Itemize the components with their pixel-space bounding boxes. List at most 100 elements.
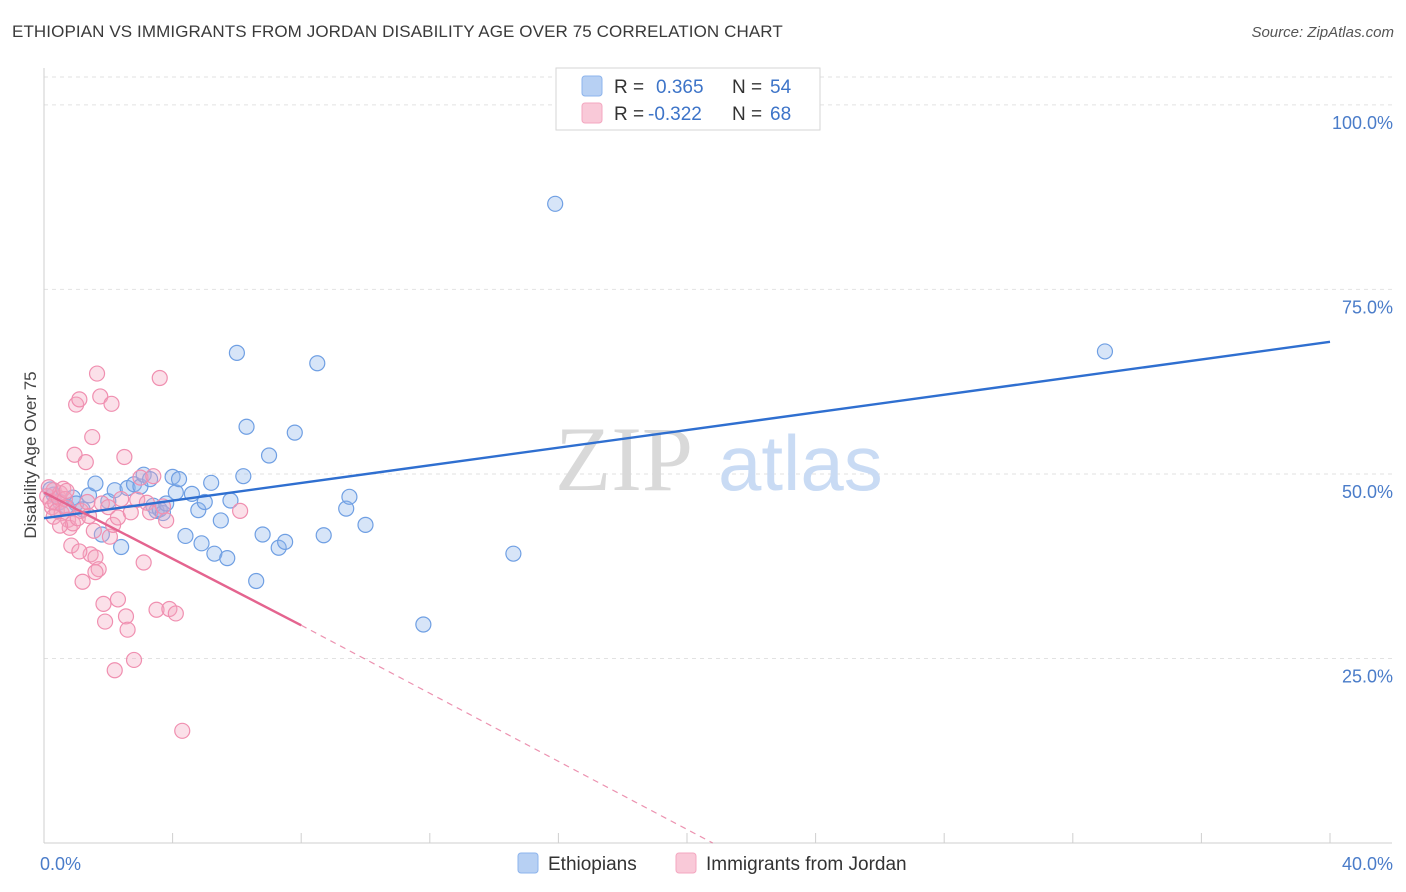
jordan-point-54 (151, 369, 168, 387)
jordan-point-41 (113, 490, 130, 508)
ethiopian-point-33 (219, 549, 236, 567)
jordan-point-48 (132, 469, 149, 486)
ethiopian-point-10 (106, 482, 123, 499)
jordan-point-22 (77, 454, 94, 471)
ethiopian-point-24 (170, 471, 188, 488)
watermark-atlas: atlas (718, 419, 883, 507)
jordan-trend-extension (300, 624, 714, 844)
jordan-point-37 (103, 395, 120, 412)
stats-legend: R = 0.365 N = 54 R = -0.322 N = 68 (555, 67, 821, 131)
x-tick-label-1: 40.0% (1342, 854, 1393, 874)
ethiopian-trend-line (43, 340, 1331, 520)
jordan-point-63 (51, 517, 69, 534)
jordan-point-31 (92, 388, 109, 405)
series-legend-label-ethiopians: Ethiopians (548, 854, 637, 875)
ethiopian-point-35 (228, 344, 245, 362)
jordan-point-61 (40, 479, 57, 496)
jordan-point-59 (174, 722, 191, 739)
legend-r-value-2: -0.322 (648, 104, 702, 125)
jordan-point-44 (119, 621, 136, 638)
ethiopian-point-25 (177, 527, 194, 545)
jordan-point-34 (96, 613, 114, 630)
jordan-trend-line (43, 491, 302, 627)
jordan-point-46 (125, 651, 143, 669)
watermark-zip: ZIP (555, 408, 693, 510)
jordan-point-16 (66, 446, 83, 463)
legend-n-value-1: 54 (770, 77, 792, 98)
chart-title: ETHIOPIAN VS IMMIGRANTS FROM JORDAN DISA… (12, 22, 783, 41)
jordan-point-23 (79, 493, 96, 511)
series-legend: Ethiopians Immigrants from Jordan (517, 852, 907, 875)
y-tick-label-3: 100.0% (1332, 113, 1393, 133)
jordan-point-47 (129, 491, 146, 508)
ethiopian-point-42 (277, 533, 294, 550)
legend-r-value-1: 0.365 (656, 77, 704, 98)
jordan-point-66 (87, 564, 104, 581)
y-axis-label: Disability Age Over 75 (21, 371, 40, 538)
ethiopian-point-50 (505, 545, 522, 562)
ethiopian-point-47 (341, 488, 358, 505)
ethiopian-point-49 (415, 616, 432, 633)
jordan-point-67 (109, 591, 127, 608)
jordan-point-60 (232, 502, 249, 519)
trend-lines (43, 340, 1331, 844)
ethiopian-point-28 (193, 535, 210, 552)
y-tick-label-0: 25.0% (1342, 666, 1393, 686)
series-legend-swatch-jordan (675, 852, 697, 874)
jordan-point-14 (63, 537, 80, 554)
jordan-point-42 (116, 448, 133, 466)
ethiopian-point-44 (309, 355, 326, 372)
ethiopian-point-41 (270, 539, 287, 556)
jordan-point-52 (145, 468, 162, 485)
ethiopian-point-45 (315, 527, 332, 544)
jordan-point-56 (158, 512, 175, 529)
ethiopian-point-27 (190, 502, 207, 519)
x-tick-labels: 0.0% 40.0% (40, 854, 1393, 874)
legend-n-label-1: N = (732, 77, 762, 98)
jordan-point-39 (106, 662, 123, 679)
jordan-point-43 (117, 608, 135, 625)
jordan-point-21 (74, 573, 91, 590)
axes (43, 68, 1392, 844)
jordan-point-19 (71, 391, 88, 408)
ethiopian-point-11 (113, 538, 130, 556)
ethiopian-point-7 (87, 475, 104, 492)
y-tick-label-2: 75.0% (1342, 297, 1393, 317)
ethiopian-point-38 (248, 572, 265, 590)
jordan-point-27 (85, 522, 102, 539)
jordan-point-64 (58, 482, 75, 500)
ethiopian-point-23 (167, 484, 184, 501)
ethiopian-point-40 (260, 447, 278, 464)
source-label: Source: ZipAtlas.com (1251, 24, 1394, 41)
gridlines (44, 76, 1392, 659)
jordan-point-65 (71, 543, 88, 560)
ethiopian-point-51 (547, 195, 564, 212)
ethiopian-point-52 (1096, 343, 1114, 360)
legend-r-label-2: R = (614, 104, 644, 125)
ethiopian-point-48 (357, 516, 374, 533)
ethiopian-point-13 (125, 476, 143, 493)
jordan-point-49 (135, 554, 152, 571)
jordan-point-33 (95, 595, 112, 612)
ethiopian-point-36 (235, 468, 252, 485)
ethiopian-point-32 (212, 512, 229, 529)
legend-swatch-jordan (581, 102, 603, 124)
jordan-point-45 (122, 504, 139, 521)
series-legend-label-jordan: Immigrants from Jordan (706, 854, 907, 875)
legend-n-value-2: 68 (770, 104, 791, 125)
ethiopian-point-37 (238, 418, 255, 435)
ethiopian-point-29 (196, 493, 213, 511)
jordan-point-58 (167, 605, 184, 622)
y-tick-label-1: 50.0% (1342, 482, 1393, 502)
jordan-point-29 (88, 365, 106, 382)
x-tick-label-0: 0.0% (40, 854, 81, 874)
ethiopian-point-43 (286, 424, 303, 441)
series-legend-swatch-ethiopians (517, 852, 539, 874)
legend-n-label-2: N = (732, 104, 762, 125)
jordan-point-26 (84, 428, 101, 446)
jordan-point-53 (148, 601, 165, 618)
y-tick-labels: 25.0% 50.0% 75.0% 100.0% (1332, 113, 1393, 687)
ethiopian-point-39 (254, 526, 271, 543)
legend-swatch-ethiopians (581, 75, 603, 97)
